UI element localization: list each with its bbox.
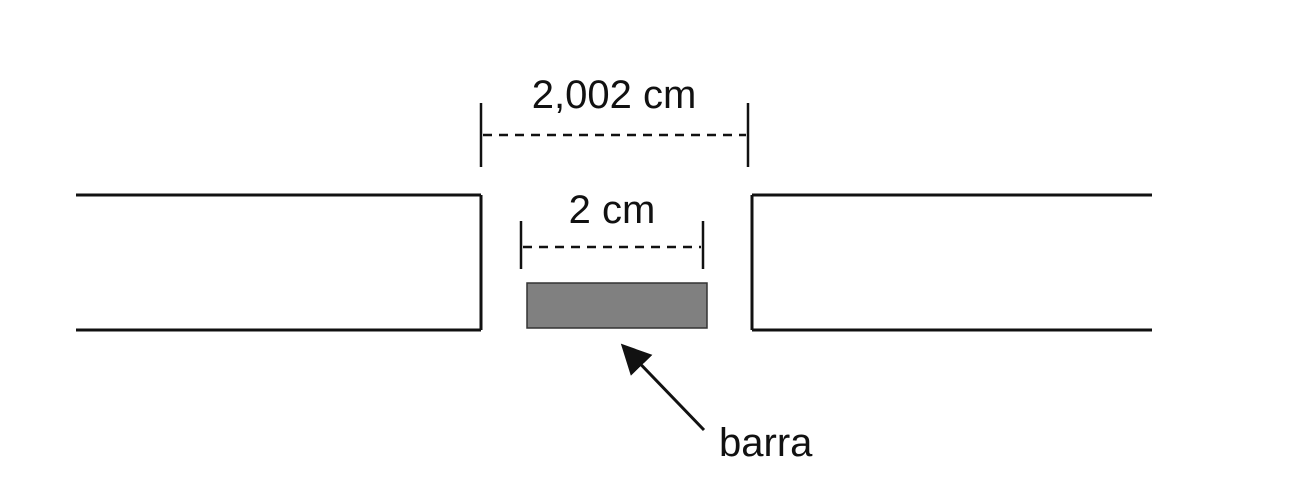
bar-pointer-arrow: [620, 343, 706, 432]
gap-dimension: [479, 103, 750, 167]
left-block: [76, 193, 483, 332]
gap-width-label: 2,002 cm: [532, 73, 697, 117]
bar-dimension: [519, 221, 705, 269]
bar: [526, 282, 708, 329]
bar-name-label: barra: [719, 421, 813, 465]
right-block: [750, 193, 1152, 332]
bar-width-label: 2 cm: [569, 188, 656, 232]
